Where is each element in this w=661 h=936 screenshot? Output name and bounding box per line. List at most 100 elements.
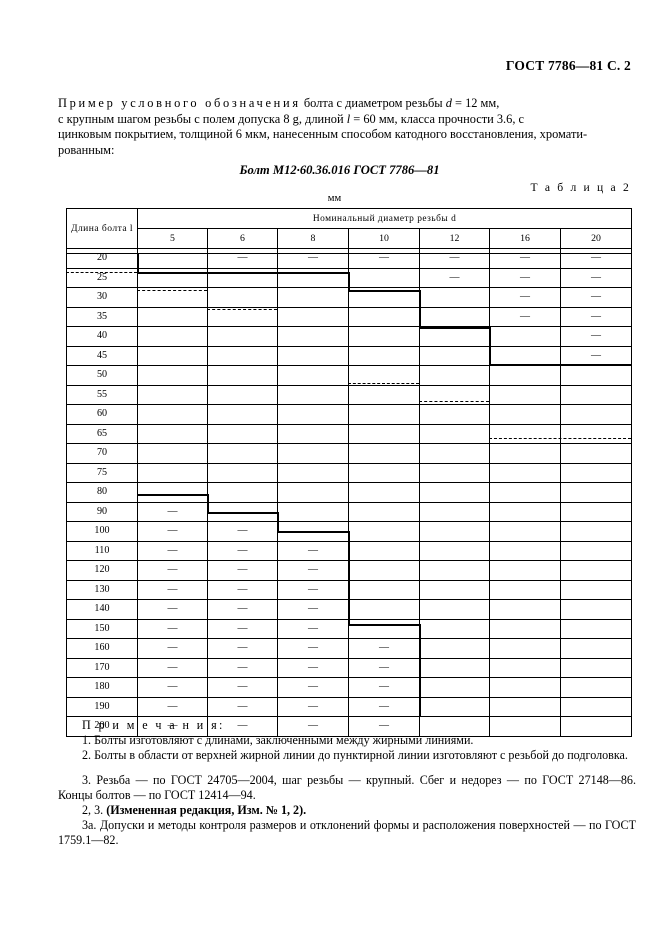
row-header-length: 180	[66, 677, 138, 698]
table-cell	[277, 267, 349, 289]
table-cell	[489, 657, 561, 679]
table-cell: —	[137, 657, 208, 679]
table-element: Длина болта l Номинальный диаметр резьбы…	[66, 208, 633, 737]
table-cell	[348, 306, 420, 328]
row-header-length: 80	[66, 482, 138, 503]
table-cell	[419, 423, 490, 445]
table-cell: —	[559, 248, 633, 269]
table-cell	[207, 443, 278, 464]
table-cell	[559, 521, 633, 542]
row-header-length: 40	[66, 326, 138, 347]
table-cell	[559, 677, 633, 698]
table-cell: —	[137, 521, 208, 542]
table-cell	[419, 638, 490, 659]
table-cell	[559, 365, 633, 386]
intro-line-2-b: = 60 мм, класса прочности 3.6, с	[350, 111, 525, 126]
table-cell	[207, 384, 278, 406]
table-cell	[207, 326, 278, 347]
row-header-length: 140	[66, 599, 138, 620]
row-header-length: 190	[66, 696, 138, 718]
col-header-10: 10	[348, 228, 420, 249]
table-cell	[489, 462, 561, 484]
table-cell	[489, 579, 561, 601]
table-cell	[419, 696, 490, 718]
table-cell	[348, 560, 420, 581]
table-head: Длина болта l Номинальный диаметр резьбы…	[66, 208, 633, 249]
table-cell	[277, 345, 349, 367]
table-cell: —	[207, 696, 278, 718]
table-body: 20— — — — — —25— — —30— —35— —40—45—50 55 60 65 70 75 8…	[66, 248, 633, 737]
table-cell	[207, 501, 278, 523]
table-cell	[559, 560, 633, 581]
table-cell	[419, 677, 490, 698]
row-header-length: 130	[66, 579, 138, 601]
table-cell	[559, 657, 633, 679]
intro-paragraph: Пример условного обозначения болта с диа…	[58, 96, 636, 158]
table-cell	[137, 267, 208, 289]
table-cell	[348, 618, 420, 640]
table-cell	[207, 267, 278, 289]
table-cell	[348, 423, 420, 445]
row-header-length: 70	[66, 443, 138, 464]
variable-d: d	[445, 96, 452, 110]
table-cell	[277, 384, 349, 406]
table-cell	[137, 365, 208, 386]
table-cell	[559, 618, 633, 640]
table-row: 100— —	[66, 521, 633, 542]
table-cell	[348, 267, 420, 289]
table-cell: —	[348, 638, 420, 659]
table-cell	[489, 696, 561, 718]
table-cell	[419, 462, 490, 484]
table-cell	[489, 521, 561, 542]
table-cell	[419, 365, 490, 386]
table-unit-label: мм	[327, 193, 342, 204]
header-double-rule	[66, 253, 631, 255]
table-row: 150— — —	[66, 618, 633, 640]
table-cell	[348, 345, 420, 367]
table-cell	[419, 404, 490, 425]
note-5: 3а. Допуски и методы контроля размеров и…	[58, 818, 636, 848]
table-cell: —	[559, 306, 633, 328]
table-cell: —	[207, 716, 278, 737]
table-cell	[277, 365, 349, 386]
table-cell	[137, 462, 208, 484]
table-cell: —	[137, 696, 208, 718]
table-row: 160— — — —	[66, 638, 633, 659]
notes-title: П р и м е ч а н и я:	[58, 718, 636, 733]
table-cell: —	[559, 326, 633, 347]
bolt-length-diameter-table: Длина болта l Номинальный диаметр резьбы…	[66, 208, 633, 737]
table-cell	[137, 384, 208, 406]
table-cell	[489, 326, 561, 347]
table-row: 90—	[66, 501, 633, 523]
table-cell: —	[348, 677, 420, 698]
table-cell: —	[137, 501, 208, 523]
table-row: 20— — — — — —	[66, 248, 633, 269]
table-cell	[277, 404, 349, 425]
table-cell	[207, 482, 278, 503]
header-thread-diameter: Номинальный диаметр резьбы d	[136, 208, 633, 229]
table-cell	[277, 423, 349, 445]
table-cell: —	[137, 638, 208, 659]
table-row: 130— — —	[66, 579, 633, 601]
col-header-5: 5	[137, 228, 208, 249]
table-row: 180— — — —	[66, 677, 633, 698]
table-cell	[348, 579, 420, 601]
table-row: 40 —	[66, 326, 633, 347]
table-cell	[277, 462, 349, 484]
table-cell: —	[207, 677, 278, 698]
note-3: 3. Резьба — по ГОСТ 24705—2004, шаг резь…	[58, 772, 636, 802]
table-cell: —	[559, 345, 633, 367]
note-4: 2, 3. (Измененная редакция, Изм. № 1, 2)…	[58, 803, 636, 818]
table-cell	[489, 501, 561, 523]
table-cell	[419, 345, 490, 367]
table-row: 45 —	[66, 345, 633, 367]
table-cell: —	[348, 696, 420, 718]
table-cell: —	[277, 696, 349, 718]
table-row: 110— — —	[66, 540, 633, 562]
row-header-length: 170	[66, 657, 138, 679]
table-cell	[348, 443, 420, 464]
table-cell	[419, 306, 490, 328]
row-header-length: 60	[66, 404, 138, 425]
row-header-length: 200	[66, 716, 138, 737]
table-cell	[137, 404, 208, 425]
